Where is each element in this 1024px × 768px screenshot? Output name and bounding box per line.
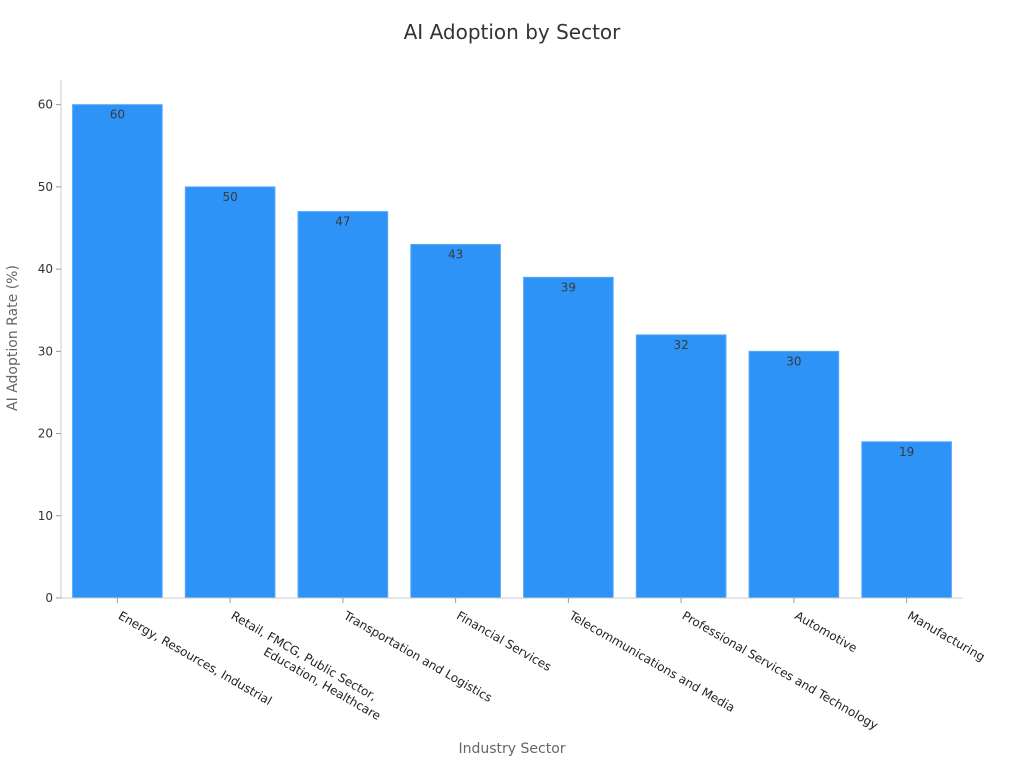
y-tick-label: 50 — [38, 180, 53, 194]
bar — [72, 104, 163, 599]
bar — [297, 211, 389, 599]
y-tick-label: 20 — [38, 427, 53, 441]
y-tick-label: 30 — [38, 344, 53, 358]
bar-value-label: 32 — [673, 338, 688, 352]
bar — [861, 441, 952, 599]
bar-value-label: 19 — [899, 445, 914, 459]
x-tick-label: Professional Services and Technology — [680, 608, 881, 732]
bar-value-label: 50 — [222, 190, 237, 204]
x-tick-label: Financial Services — [454, 608, 554, 674]
bar-value-label: 60 — [110, 108, 125, 122]
chart-title: AI Adoption by Sector — [403, 20, 621, 44]
bar — [410, 243, 501, 599]
bar-value-label: 47 — [335, 215, 350, 229]
axes-layer — [56, 80, 963, 603]
bar — [184, 186, 276, 599]
bar — [635, 334, 727, 599]
y-tick-label: 0 — [45, 591, 53, 605]
x-tick-label: Automotive — [792, 608, 859, 655]
bar — [523, 276, 614, 599]
x-axis-label: Industry Sector — [458, 741, 566, 757]
bar-value-label: 39 — [561, 280, 576, 294]
bar-value-label: 30 — [786, 354, 801, 368]
bar-value-label: 43 — [448, 247, 463, 261]
y-tick-label: 60 — [38, 98, 53, 112]
bar — [748, 350, 840, 599]
x-tick-label: Manufacturing — [905, 608, 987, 664]
y-tick-label: 10 — [38, 509, 53, 523]
bars-layer — [72, 104, 952, 599]
y-tick-label: 40 — [38, 262, 53, 276]
